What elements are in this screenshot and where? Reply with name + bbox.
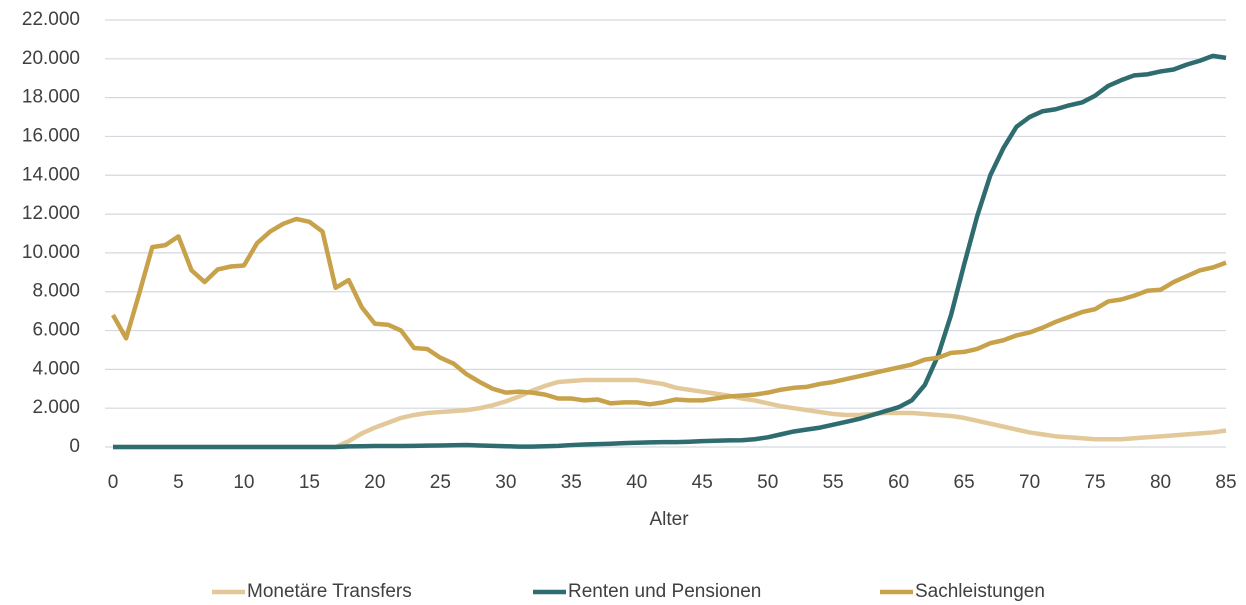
y-tick-label: 6.000 — [32, 320, 80, 341]
x-tick-label: 0 — [108, 472, 119, 493]
x-tick-label: 45 — [692, 472, 713, 493]
x-tick-label: 55 — [823, 472, 844, 493]
x-tick-label: 75 — [1084, 472, 1105, 493]
x-tick-label: 25 — [430, 472, 451, 493]
x-tick-label: 85 — [1215, 472, 1236, 493]
x-tick-label: 20 — [364, 472, 385, 493]
y-tick-label: 20.000 — [22, 48, 80, 69]
legend-label: Monetäre Transfers — [247, 581, 412, 602]
x-tick-label: 10 — [233, 472, 254, 493]
x-tick-label: 80 — [1150, 472, 1171, 493]
x-tick-label: 5 — [173, 472, 184, 493]
x-tick-label: 60 — [888, 472, 909, 493]
x-tick-label: 65 — [954, 472, 975, 493]
series-line — [111, 216, 1227, 407]
x-tick-label: 70 — [1019, 472, 1040, 493]
legend-label: Sachleistungen — [915, 581, 1045, 602]
y-tick-label: 14.000 — [22, 164, 80, 185]
y-tick-label: 8.000 — [32, 281, 80, 302]
series-line — [113, 377, 1227, 450]
x-tick-label: 35 — [561, 472, 582, 493]
y-tick-label: 12.000 — [22, 203, 80, 224]
x-tick-label: 15 — [299, 472, 320, 493]
y-tick-label: 2.000 — [32, 397, 80, 418]
x-tick-label: 30 — [495, 472, 516, 493]
x-axis-label: Alter — [649, 509, 689, 530]
y-tick-label: 10.000 — [22, 242, 80, 263]
x-tick-label: 50 — [757, 472, 778, 493]
y-tick-label: 22.000 — [22, 9, 80, 30]
y-tick-label: 16.000 — [22, 125, 80, 146]
legend-label: Renten und Pensionen — [568, 581, 761, 602]
y-tick-label: 0 — [69, 436, 80, 457]
y-tick-label: 18.000 — [22, 87, 80, 108]
series-line — [113, 53, 1227, 450]
x-tick-label: 40 — [626, 472, 647, 493]
y-tick-label: 4.000 — [32, 358, 80, 379]
